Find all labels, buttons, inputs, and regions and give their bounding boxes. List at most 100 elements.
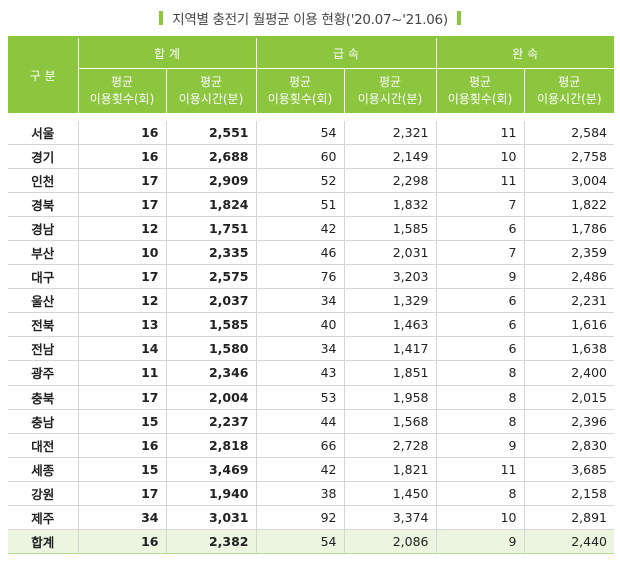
value-cell: 52 [255, 168, 344, 193]
value-cell: 54 [255, 120, 344, 145]
table-title: 지역별 충전기 월평균 이용 현황('20.07~'21.06) [172, 12, 448, 28]
value-cell: 15 [77, 457, 166, 482]
value-cell: 17 [77, 264, 166, 290]
header-group-fast: 급 속 [255, 37, 436, 69]
value-cell: 2,891 [523, 505, 614, 531]
value-cell: 2,031 [343, 240, 436, 266]
value-cell: 2,575 [165, 264, 256, 290]
value-cell: 3,004 [523, 168, 614, 193]
value-cell: 1,417 [343, 336, 436, 362]
header-sub-line1: 평균 [378, 75, 402, 89]
value-cell: 76 [255, 264, 344, 290]
table-row: 부산 10 2,335 46 2,031 7 2,359 [8, 240, 614, 266]
value-cell: 1,832 [343, 192, 436, 217]
value-cell: 2,321 [343, 120, 436, 145]
value-cell: 1,463 [343, 312, 436, 338]
table-row: 경기 16 2,688 60 2,149 10 2,758 [8, 144, 614, 169]
table-row: 전남 14 1,580 34 1,417 6 1,638 [8, 336, 614, 362]
value-cell: 92 [255, 505, 344, 531]
value-cell: 10 [77, 240, 166, 266]
value-cell: 3,031 [165, 505, 256, 531]
header-sub-line2: 이용시간(분) [357, 92, 423, 106]
table-title-bar: 지역별 충전기 월평균 이용 현황('20.07~'21.06) [0, 0, 620, 36]
region-cell: 충북 [8, 385, 79, 410]
value-cell: 10 [435, 144, 524, 169]
value-cell: 2,335 [165, 240, 256, 266]
value-cell: 9 [435, 529, 524, 555]
table-total-row: 합계 16 2,382 54 2,086 9 2,440 [8, 529, 614, 555]
header-spacer [8, 113, 614, 121]
value-cell: 2,830 [523, 433, 614, 458]
value-cell: 7 [435, 192, 524, 217]
value-cell: 1,751 [165, 216, 256, 241]
value-cell: 3,374 [343, 505, 436, 531]
value-cell: 53 [255, 385, 344, 410]
value-cell: 16 [77, 433, 166, 458]
value-cell: 1,638 [523, 336, 614, 362]
value-cell: 60 [255, 144, 344, 169]
region-cell: 광주 [8, 360, 79, 386]
header-sub-5: 평균 이용시간(분) [523, 68, 614, 113]
value-cell: 11 [435, 457, 524, 482]
table-row: 경북 17 1,824 51 1,832 7 1,822 [8, 192, 614, 217]
value-cell: 2,037 [165, 288, 256, 314]
value-cell: 34 [255, 336, 344, 362]
value-cell: 11 [77, 360, 166, 386]
value-cell: 42 [255, 457, 344, 482]
value-cell: 9 [435, 264, 524, 290]
value-cell: 1,822 [523, 192, 614, 217]
value-cell: 12 [77, 288, 166, 314]
usage-table: 구 분 합 계 급 속 완 속 평균 이용횟수(회) 평균 이용시간(분) 평균 이용횟수… [8, 36, 614, 555]
value-cell: 2,440 [523, 529, 614, 555]
region-cell: 전북 [8, 312, 79, 338]
header-sub-line1: 평균 [468, 75, 492, 89]
region-cell: 강원 [8, 481, 79, 507]
table-row: 경남 12 1,751 42 1,585 6 1,786 [8, 216, 614, 241]
region-cell: 전남 [8, 336, 79, 362]
value-cell: 1,568 [343, 409, 436, 434]
value-cell: 8 [435, 385, 524, 410]
value-cell: 16 [77, 144, 166, 169]
table-row: 세종 15 3,469 42 1,821 11 3,685 [8, 457, 614, 482]
header-sub-line2: 이용시간(분) [178, 92, 244, 106]
value-cell: 2,231 [523, 288, 614, 314]
value-cell: 17 [77, 192, 166, 217]
value-cell: 1,851 [343, 360, 436, 386]
value-cell: 8 [435, 360, 524, 386]
region-cell: 경남 [8, 216, 79, 241]
value-cell: 2,298 [343, 168, 436, 193]
value-cell: 1,821 [343, 457, 436, 482]
value-cell: 3,469 [165, 457, 256, 482]
value-cell: 2,396 [523, 409, 614, 434]
header-sub-line1: 평균 [288, 75, 312, 89]
value-cell: 66 [255, 433, 344, 458]
value-cell: 2,237 [165, 409, 256, 434]
table-row: 울산 12 2,037 34 1,329 6 2,231 [8, 288, 614, 314]
value-cell: 2,400 [523, 360, 614, 386]
value-cell: 1,329 [343, 288, 436, 314]
value-cell: 13 [77, 312, 166, 338]
value-cell: 6 [435, 288, 524, 314]
value-cell: 2,486 [523, 264, 614, 290]
value-cell: 17 [77, 385, 166, 410]
value-cell: 2,818 [165, 433, 256, 458]
value-cell: 14 [77, 336, 166, 362]
value-cell: 7 [435, 240, 524, 266]
region-cell: 합계 [8, 529, 79, 555]
value-cell: 43 [255, 360, 344, 386]
header-sub-0: 평균 이용횟수(회) [77, 68, 166, 113]
header-sub-line2: 이용횟수(회) [89, 92, 155, 106]
value-cell: 1,940 [165, 481, 256, 507]
region-cell: 세종 [8, 457, 79, 482]
value-cell: 6 [435, 336, 524, 362]
value-cell: 6 [435, 216, 524, 241]
value-cell: 2,688 [165, 144, 256, 169]
header-sub-line2: 이용횟수(회) [447, 92, 513, 106]
table-row: 광주 11 2,346 43 1,851 8 2,400 [8, 360, 614, 386]
table-row: 충북 17 2,004 53 1,958 8 2,015 [8, 385, 614, 410]
region-cell: 부산 [8, 240, 79, 266]
value-cell: 2,382 [165, 529, 256, 555]
value-cell: 2,584 [523, 120, 614, 145]
